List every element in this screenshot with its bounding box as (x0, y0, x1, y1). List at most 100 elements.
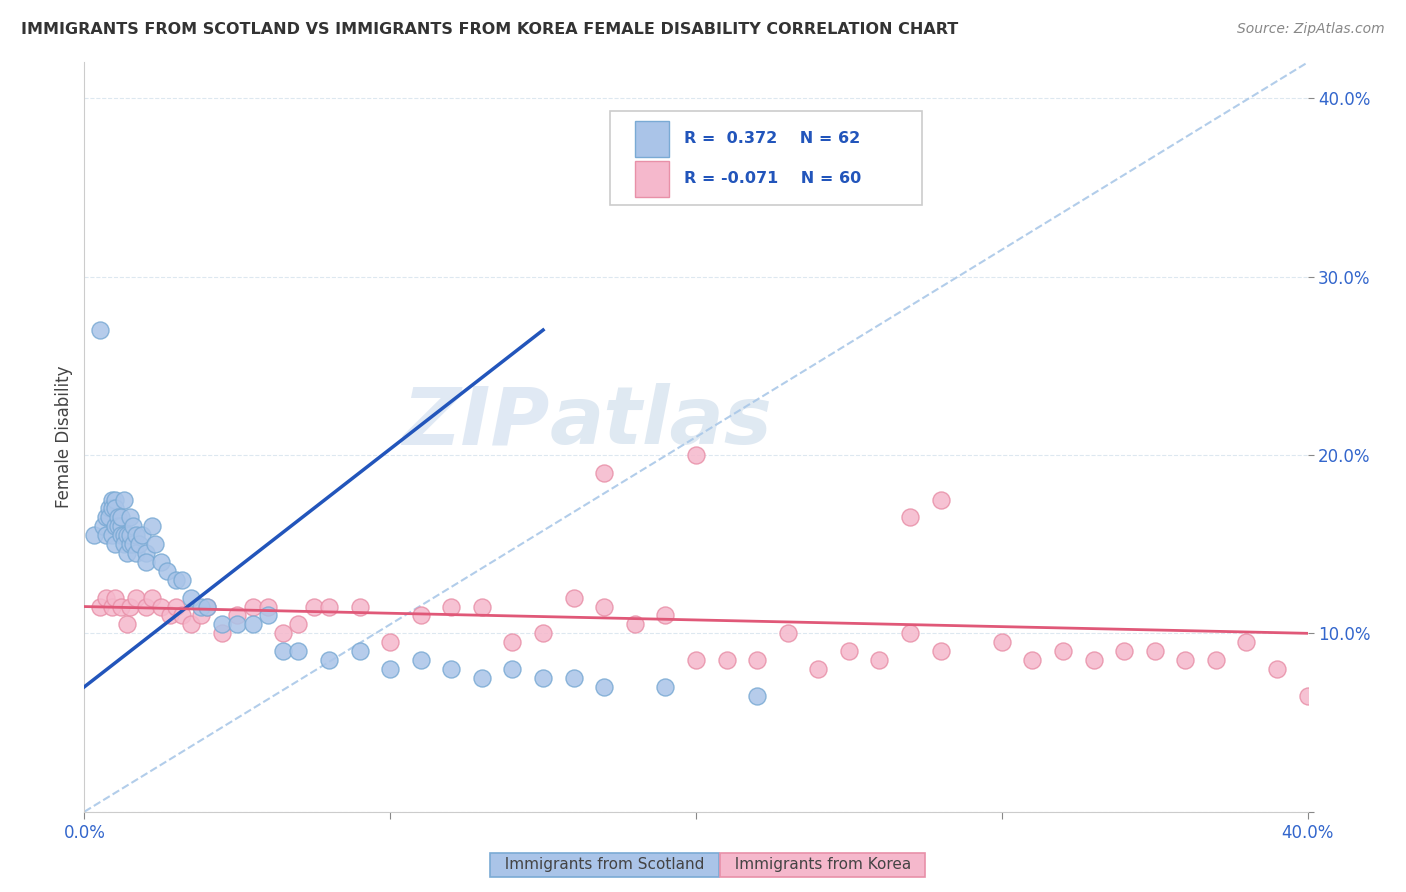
Point (131, 528, 153, 542)
Point (110, 510, 132, 524)
Point (1296, 689, 1319, 703)
Point (991, 635, 1014, 649)
Point (104, 537, 127, 551)
Point (318, 599, 340, 614)
Point (1205, 653, 1227, 667)
Point (349, 644, 371, 658)
Point (531, 671, 554, 685)
Point (685, 448, 707, 462)
Point (180, 617, 202, 632)
Point (101, 501, 124, 516)
Point (593, 466, 616, 480)
Point (1114, 644, 1136, 658)
Point (380, 662, 402, 676)
Point (101, 492, 124, 507)
Point (409, 608, 432, 623)
Point (195, 599, 218, 614)
Point (104, 519, 127, 533)
Point (624, 617, 647, 632)
Point (287, 617, 309, 632)
Point (120, 537, 142, 551)
Point (94, 528, 117, 542)
Point (112, 528, 135, 542)
Point (226, 617, 249, 632)
Point (271, 644, 294, 658)
Text: ZIP: ZIP (402, 383, 550, 461)
Point (172, 608, 194, 623)
Point (128, 537, 150, 551)
Point (120, 599, 142, 614)
Point (101, 528, 124, 542)
Point (120, 528, 142, 542)
Point (112, 492, 135, 507)
Point (110, 599, 132, 614)
Point (180, 591, 202, 605)
Point (112, 537, 135, 551)
Point (149, 555, 172, 569)
Text: atlas: atlas (550, 383, 772, 461)
Point (141, 519, 163, 533)
Point (1021, 653, 1043, 667)
Point (807, 662, 830, 676)
Text: Source: ZipAtlas.com: Source: ZipAtlas.com (1237, 22, 1385, 37)
Point (211, 626, 233, 640)
Point (502, 635, 524, 649)
Point (165, 599, 187, 614)
Point (125, 528, 148, 542)
Point (143, 537, 166, 551)
Point (409, 653, 432, 667)
Point (156, 564, 179, 578)
Text: Immigrants from Korea: Immigrants from Korea (724, 857, 921, 872)
Point (97, 501, 120, 516)
Point (869, 653, 891, 667)
Point (104, 591, 127, 605)
Point (747, 689, 769, 703)
Point (1265, 662, 1288, 676)
Point (1083, 653, 1105, 667)
Point (898, 626, 921, 640)
Point (471, 599, 494, 614)
Point (122, 537, 145, 551)
Y-axis label: Female Disability: Female Disability (55, 366, 73, 508)
Point (89, 323, 111, 337)
Point (685, 653, 707, 667)
Point (242, 617, 264, 632)
Point (531, 626, 554, 640)
Point (302, 599, 325, 614)
Point (716, 653, 738, 667)
Point (1052, 644, 1074, 658)
Point (242, 599, 264, 614)
Point (122, 519, 145, 533)
Point (94, 591, 117, 605)
Point (115, 546, 138, 560)
Point (257, 599, 280, 614)
Point (929, 492, 952, 507)
Point (1143, 644, 1166, 658)
Text: Immigrants from Scotland: Immigrants from Scotland (495, 857, 714, 872)
Point (211, 617, 233, 632)
Point (104, 501, 127, 516)
Text: R =  0.372    N = 62: R = 0.372 N = 62 (683, 131, 860, 146)
Point (172, 573, 194, 587)
Point (195, 599, 218, 614)
Point (562, 671, 585, 685)
Point (125, 546, 148, 560)
Point (593, 680, 616, 694)
Point (135, 555, 157, 569)
Point (1236, 635, 1258, 649)
Point (91, 519, 114, 533)
Point (83, 528, 105, 542)
Point (107, 510, 129, 524)
Point (89, 599, 111, 614)
FancyBboxPatch shape (636, 161, 669, 196)
Point (115, 617, 138, 632)
Point (125, 591, 148, 605)
Point (838, 644, 860, 658)
Point (440, 599, 463, 614)
Point (747, 653, 769, 667)
Point (562, 591, 585, 605)
Point (190, 599, 212, 614)
FancyBboxPatch shape (610, 112, 922, 205)
Point (149, 599, 172, 614)
Point (380, 635, 402, 649)
